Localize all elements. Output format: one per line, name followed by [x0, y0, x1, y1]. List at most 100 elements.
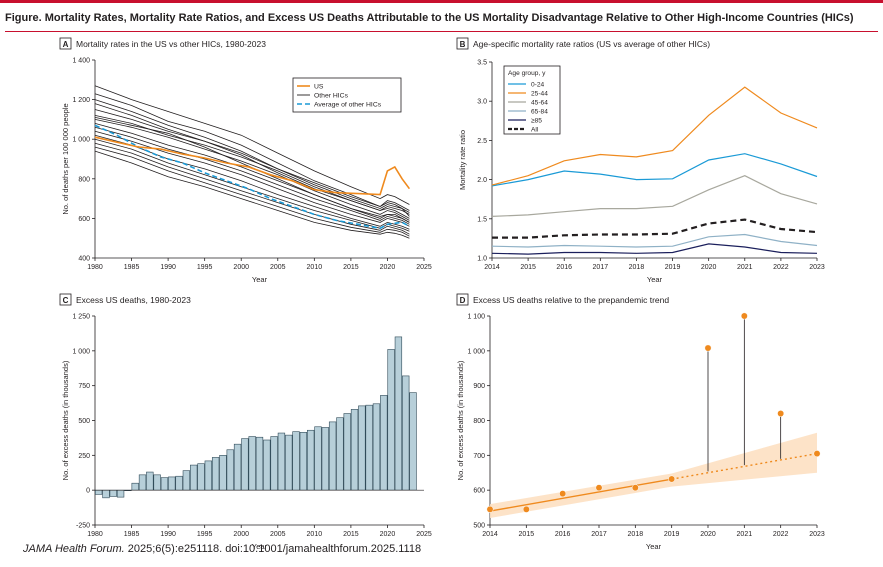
panel-c-y-tick-label: 0	[86, 488, 90, 495]
panel-a-y-tick-label: 400	[78, 256, 90, 263]
rate-ratio-line-25-44	[491, 86, 818, 186]
panel-c-x-tick-label: 2000	[233, 531, 249, 538]
panel-a-x-tick-label: 1980	[87, 264, 103, 271]
excess-death-bar-2018	[372, 403, 381, 491]
prediction-band	[490, 432, 817, 519]
panel-b-x-tick-label: 2016	[556, 264, 572, 271]
excess-death-bar-2005	[277, 432, 286, 491]
panel-d-y-tick-label: 700	[473, 453, 485, 460]
panel-b-x-tick-label: 2023	[809, 264, 825, 271]
panel-c-y-tick-label: 1 250	[72, 314, 90, 321]
panel-d-x-tick-label: 2021	[737, 531, 753, 538]
excess-death-point-2017	[595, 484, 603, 492]
excess-death-bar-1988	[153, 474, 161, 491]
other-hic-line	[94, 117, 410, 223]
panel-b-title: Age-specific mortality rate ratios (US v…	[473, 39, 710, 49]
excess-death-bar-1992	[182, 470, 191, 491]
panel-c-x-tick-label: 2010	[307, 531, 323, 538]
panel-b-legend-label: All	[531, 127, 539, 134]
excess-death-bar-1981	[102, 489, 110, 499]
panel-c-x-tick-label: 1990	[160, 531, 176, 538]
rate-ratio-line-65-84	[491, 233, 818, 248]
excess-death-bar-2004	[270, 436, 278, 491]
other-hic-line	[94, 109, 410, 217]
excess-death-bar-1998	[226, 449, 234, 491]
title-rule	[5, 31, 878, 32]
excess-death-bar-2006	[285, 434, 293, 491]
panel-d-x-tick-label: 2015	[519, 531, 535, 538]
panel-c-letter-box	[59, 293, 72, 306]
panel-b-legend-label: ≥85	[531, 118, 542, 125]
panel-a-x-tick-label: 2005	[270, 264, 286, 271]
panel-a-y-tick-label: 1 400	[72, 58, 90, 65]
panel-c-x-axis-title: Year	[252, 542, 268, 551]
excess-death-bar-1980	[95, 489, 103, 495]
excess-death-bar-2017	[365, 404, 373, 491]
excess-death-bar-2000	[241, 438, 249, 491]
panel-a-letter-box	[59, 37, 72, 50]
panel-b-legend-label: 65-84	[531, 109, 548, 116]
panel-d-x-tick-label: 2023	[809, 531, 825, 538]
rate-ratio-line-0-24	[491, 153, 818, 187]
panel-b-x-tick-label: 2015	[520, 264, 536, 271]
panel-a-x-axis-title: Year	[252, 275, 268, 284]
panel-d-x-tick-label: 2019	[664, 531, 680, 538]
panel-b-y-tick-label: 2.5	[477, 138, 487, 145]
excess-death-bar-1990	[168, 476, 176, 491]
panel-a-legend-label: Other HICs	[314, 93, 349, 100]
panel-a-y-tick-label: 600	[78, 216, 90, 223]
other-hic-line	[94, 138, 410, 232]
panel-d-y-tick-label: 600	[473, 488, 485, 495]
excess-death-point-2016	[559, 490, 567, 498]
excess-death-bar-2019	[380, 395, 388, 491]
panel-b-legend-label: 25-44	[531, 91, 548, 98]
rate-ratio-line-All	[492, 218, 818, 239]
panel-a-legend-label: Average of other HICs	[314, 102, 382, 109]
panel-a-legend-box	[292, 77, 402, 113]
excess-death-bar-2002	[255, 436, 264, 491]
panel-a-x-tick-label: 1990	[160, 264, 176, 271]
excess-death-bar-2011	[321, 427, 329, 491]
panel-d-y-tick-label: 900	[473, 383, 485, 390]
other-hic-line	[94, 142, 410, 235]
excess-death-bar-2012	[328, 421, 337, 491]
excess-death-bar-2020	[387, 349, 395, 491]
average-hics-line	[94, 124, 410, 230]
panel-a-x-tick-label: 2020	[380, 264, 396, 271]
panel-a-y-tick-label: 1 200	[72, 97, 90, 104]
excess-death-bar-1995	[204, 460, 212, 491]
excess-death-bar-1987	[146, 471, 154, 491]
citation-journal: JAMA Health Forum.	[23, 543, 125, 555]
panel-a-x-tick-label: 2015	[343, 264, 359, 271]
panel-d-x-tick-label: 2014	[482, 531, 498, 538]
panel-d-y-tick-label: 1 100	[467, 314, 485, 321]
excess-death-bar-2014	[343, 413, 351, 491]
panel-c-x-tick-label: 1980	[87, 531, 103, 538]
panel-b-y-axis-title: Mortality rate ratio	[458, 130, 467, 190]
panel-c-y-tick-label: 250	[78, 453, 90, 460]
panel-d-letter-box	[456, 293, 469, 306]
other-hic-line	[94, 130, 410, 227]
excess-death-point-2020	[704, 344, 712, 352]
rate-ratio-line-≥85	[491, 243, 818, 255]
panel-c-x-tick-label: 1985	[124, 531, 140, 538]
excess-death-bar-1991	[175, 475, 183, 491]
excess-death-point-2014	[486, 505, 494, 513]
excess-death-bar-1999	[233, 443, 242, 491]
citation: JAMA Health Forum. 2025;6(5):e251118. do…	[23, 543, 421, 555]
panel-c-x-tick-label: 1995	[197, 531, 213, 538]
panel-d-x-tick-label: 2022	[773, 531, 789, 538]
panel-c-y-tick-label: -250	[76, 523, 90, 530]
excess-death-bar-2003	[263, 439, 271, 491]
excess-death-bar-2013	[336, 417, 344, 491]
panel-c-y-tick-label: 500	[78, 418, 90, 425]
panel-b-x-tick-label: 2022	[773, 264, 789, 271]
excess-death-bar-2022	[402, 375, 410, 491]
panel-b-x-tick-label: 2017	[593, 264, 609, 271]
other-hic-line	[94, 115, 410, 219]
panel-b-legend-box	[503, 65, 561, 135]
excess-death-bar-1983	[116, 489, 125, 498]
panel-b-letter-box	[456, 37, 469, 50]
excess-death-bar-1993	[190, 464, 198, 491]
excess-death-bar-2015	[350, 409, 359, 491]
